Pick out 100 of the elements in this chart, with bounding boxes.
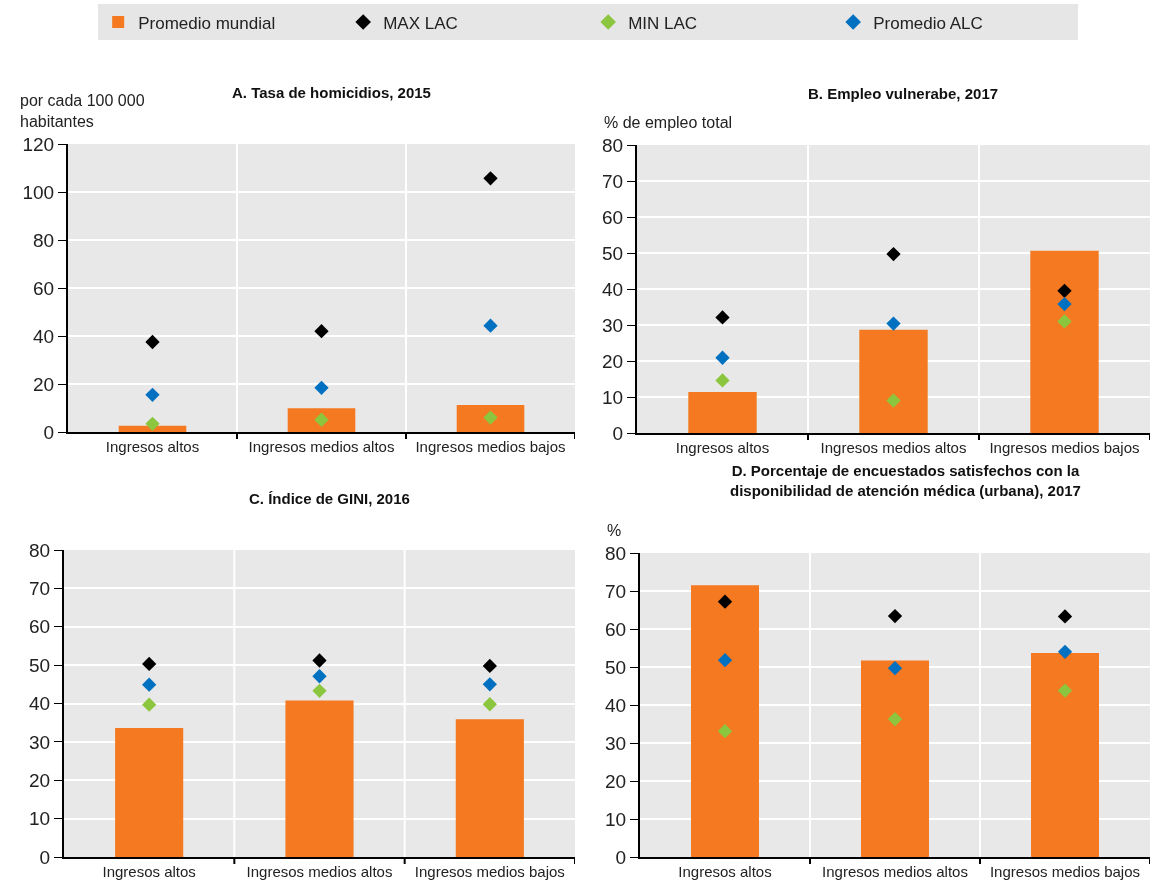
y-axis-title: % de empleo total — [604, 114, 733, 131]
point — [482, 697, 497, 712]
y-tick-label: 20 — [602, 350, 624, 372]
y-tick-label: 10 — [605, 808, 627, 830]
point — [314, 380, 329, 395]
point — [1057, 314, 1072, 329]
point — [886, 393, 901, 408]
point — [312, 669, 327, 684]
x-tick-label: Ingresos medios altos — [822, 863, 968, 880]
point — [717, 724, 733, 739]
point — [483, 410, 498, 425]
y-tick-label: 80 — [29, 539, 51, 561]
y-tick-label: 70 — [605, 580, 627, 602]
y-tick-label: 70 — [29, 578, 51, 600]
y-tick-label: 10 — [602, 386, 624, 408]
x-tick-label: Ingresos medios bajos — [989, 439, 1140, 456]
x-tick-label: Ingresos medios altos — [246, 863, 393, 880]
point — [314, 412, 329, 427]
bar — [115, 728, 184, 857]
point — [887, 711, 903, 727]
y-tick-label: 40 — [29, 693, 51, 715]
point — [886, 246, 901, 262]
chart-title: D. Porcentaje de encuestados satisfechos con la disponibilidad de atención médica (urbana), 2017 — [730, 462, 1081, 499]
y-tick-label: 30 — [29, 731, 51, 753]
y-tick-label: 40 — [33, 325, 55, 347]
y-tick-label: 80 — [33, 229, 55, 251]
chart-title: C. Índice de GINI, 2016 — [249, 490, 410, 507]
y-tick-label: 60 — [33, 277, 55, 299]
y-tick-label: 50 — [605, 656, 627, 678]
point — [1057, 609, 1073, 624]
y-tick-label: 20 — [605, 770, 627, 792]
y-tick-label: 40 — [605, 694, 627, 716]
point — [145, 334, 160, 350]
legend-label: MIN LAC — [628, 13, 698, 33]
y-tick-label: 0 — [612, 422, 624, 444]
y-tick-label: 0 — [39, 846, 51, 868]
point — [483, 318, 498, 333]
chart-title: B. Empleo vulnerabe, 2017 — [808, 85, 999, 102]
point — [887, 660, 903, 676]
y-tick-label: 60 — [605, 618, 627, 640]
y-tick-label: 50 — [602, 242, 624, 264]
y-tick-label: 100 — [22, 181, 55, 203]
point — [482, 658, 497, 674]
x-tick-label: Ingresos altos — [675, 439, 770, 456]
point — [715, 310, 730, 325]
x-tick-label: Ingresos medios bajos — [989, 863, 1141, 880]
point — [145, 387, 160, 402]
point — [715, 350, 730, 365]
bar — [691, 585, 759, 857]
point — [886, 316, 901, 331]
point — [142, 656, 157, 672]
y-tick-label: 20 — [29, 769, 51, 791]
point — [1057, 296, 1072, 312]
x-tick-label: Ingresos medios bajos — [414, 863, 565, 880]
y-tick-label: 10 — [29, 808, 51, 830]
y-tick-label: 120 — [22, 133, 55, 155]
bar — [861, 660, 929, 857]
chart-title: A. Tasa de homicidios, 2015 — [232, 84, 431, 101]
bar — [285, 700, 354, 857]
point — [314, 324, 329, 339]
point — [715, 373, 730, 388]
y-tick-label: 0 — [615, 846, 627, 868]
legend-label: Promedio mundial — [138, 13, 276, 33]
y-tick-label: 60 — [29, 616, 51, 638]
y-axis-title: por cada 100 000 habitantes — [20, 92, 145, 130]
y-tick-label: 70 — [602, 170, 624, 192]
point — [887, 608, 903, 624]
point — [717, 594, 733, 609]
point — [1057, 283, 1072, 298]
y-tick-label: 80 — [602, 134, 624, 156]
bar — [455, 719, 524, 857]
bar — [1031, 652, 1099, 857]
y-tick-label: 20 — [33, 373, 55, 395]
bar — [1030, 250, 1099, 433]
x-tick-label: Ingresos medios altos — [248, 438, 395, 455]
point — [717, 653, 733, 668]
point — [142, 677, 157, 692]
point — [145, 416, 160, 431]
bar — [859, 329, 928, 433]
point — [312, 653, 327, 668]
x-tick-label: Ingresos altos — [678, 863, 772, 880]
point — [1057, 644, 1073, 659]
point — [482, 677, 497, 692]
x-tick-label: Ingresos altos — [102, 863, 196, 880]
y-axis-title: % — [607, 522, 622, 539]
y-tick-label: 50 — [29, 654, 51, 676]
point — [1057, 683, 1073, 698]
legend-label: Promedio ALC — [873, 13, 983, 33]
x-tick-label: Ingresos medios bajos — [415, 438, 566, 455]
y-tick-label: 30 — [602, 314, 624, 336]
y-tick-label: 80 — [605, 542, 627, 564]
x-tick-label: Ingresos medios altos — [820, 439, 967, 456]
bar — [688, 391, 757, 433]
point — [142, 697, 157, 712]
y-tick-label: 40 — [602, 278, 624, 300]
point — [312, 683, 327, 698]
y-tick-label: 30 — [605, 732, 627, 754]
legend-label: MAX LAC — [383, 13, 458, 33]
y-tick-label: 0 — [43, 421, 55, 443]
x-tick-label: Ingresos altos — [105, 438, 200, 455]
